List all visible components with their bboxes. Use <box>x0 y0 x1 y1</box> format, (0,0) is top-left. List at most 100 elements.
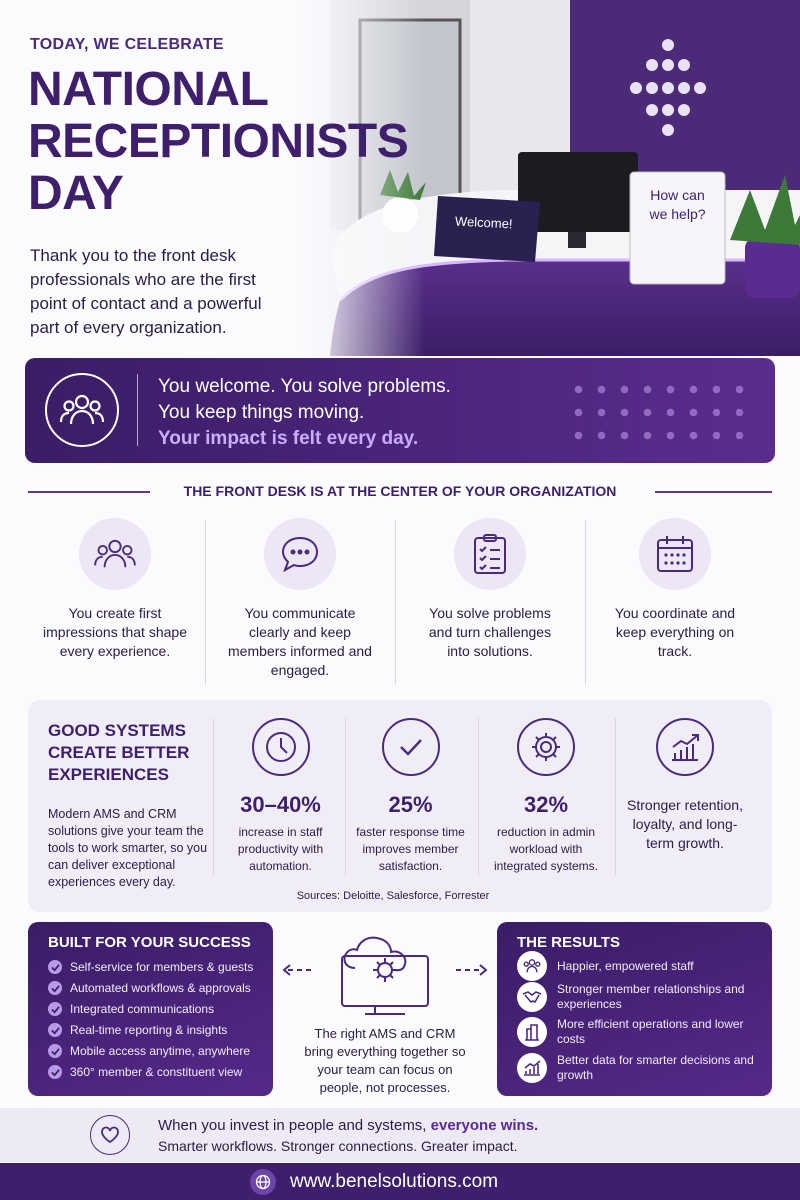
banner-highlight: Your impact is felt every day. <box>158 428 419 449</box>
divider <box>205 520 206 685</box>
divider <box>345 718 346 876</box>
growth-icon <box>656 718 714 776</box>
box-heading: THE RESULTS <box>517 934 621 951</box>
check-icon <box>381 718 440 776</box>
check <box>48 981 62 995</box>
footer-line: When you invest in people and systems, e… <box>158 1117 538 1134</box>
check <box>48 1044 62 1058</box>
list-text: Mobile access anytime, anywhere <box>70 1044 251 1058</box>
footer-highlight: everyone wins. <box>430 1117 539 1134</box>
cloud-monitor-icon <box>282 936 488 1015</box>
divider <box>585 520 586 685</box>
results-box: THE RESULTS Happier, empowered staff Str… <box>497 922 772 1096</box>
check <box>48 1002 62 1016</box>
role-item: You communicate clearly and keep members… <box>205 518 395 680</box>
result-text: Better data for smarter decisions and gr… <box>557 1053 754 1082</box>
middle-text: The right AMS and CRM bring everything t… <box>304 1026 466 1095</box>
list-text: 360° member & constituent view <box>70 1065 243 1079</box>
check <box>48 1065 62 1079</box>
rule <box>655 491 772 493</box>
stat: 32% reduction in admin workload with int… <box>481 718 611 875</box>
role-text: You communicate clearly and keep members… <box>228 605 372 678</box>
role-text: You solve problems and turn challenges i… <box>428 605 552 659</box>
result-item: Happier, empowered staff <box>517 951 762 981</box>
success-box: BUILT FOR YOUR SUCCESS Self-service for … <box>28 922 273 1096</box>
list-item: 360° member & constituent view <box>48 1065 242 1079</box>
list-text: Automated workflows & approvals <box>70 981 251 995</box>
divider <box>395 520 396 685</box>
result-text: More efficient operations and lower cost… <box>557 1017 744 1046</box>
check <box>48 1023 62 1037</box>
stat-label: reduction in admin workload with integra… <box>493 825 599 873</box>
stat-value: 32% <box>523 792 569 817</box>
result-item: More efficient operations and lower cost… <box>517 1017 762 1047</box>
welcome-sign: Welcome! <box>454 213 513 232</box>
clock-icon <box>251 718 310 776</box>
systems-panel: GOOD SYSTEMS CREATE BETTER EXPERIENCES M… <box>28 700 772 912</box>
hero-illustration <box>300 0 800 356</box>
check <box>48 960 62 974</box>
gear-icon <box>517 718 575 776</box>
building-icon <box>517 1017 547 1047</box>
divider <box>478 718 479 876</box>
section-heading: THE FRONT DESK IS AT THE CENTER OF YOUR … <box>183 483 617 499</box>
role-text: You coordinate and keep everything on tr… <box>614 605 736 659</box>
help-sign: How can we help? <box>649 187 706 222</box>
banner-line: You keep things moving. <box>158 402 365 423</box>
systems-text: Modern AMS and CRM solutions give your t… <box>48 807 208 889</box>
stat-label: increase in staff productivity with auto… <box>237 825 324 873</box>
result-item: Stronger member relationships and experi… <box>517 982 762 1012</box>
dot-pattern <box>567 378 757 442</box>
divider <box>213 718 214 876</box>
result-item: Better data for smarter decisions and gr… <box>517 1053 762 1083</box>
stat-value: 25% <box>388 792 433 817</box>
stat-value: 30–40% <box>240 792 321 817</box>
list-item: Integrated communications <box>48 1002 214 1016</box>
list-item: Self-service for members & guests <box>48 960 253 974</box>
stat: 30–40% increase in staff productivity wi… <box>218 718 343 875</box>
globe-icon <box>250 1169 276 1195</box>
sources: Sources: Deloitte, Salesforce, Forrester <box>296 890 490 902</box>
footer-strip: When you invest in people and systems, e… <box>0 1108 800 1162</box>
list-item: Real-time reporting & insights <box>48 1023 227 1037</box>
list-text: Integrated communications <box>70 1002 215 1016</box>
closing: Stronger retention, loyalty, and long-te… <box>620 718 750 853</box>
list-text: Real-time reporting & insights <box>70 1023 228 1037</box>
footer-text: When you invest in people and systems, <box>158 1117 427 1134</box>
people-icon <box>45 373 119 447</box>
list-text: Self-service for members & guests <box>70 960 254 974</box>
stat-label: faster response time improves member sat… <box>356 825 465 873</box>
banner-line: You welcome. You solve problems. <box>158 376 451 397</box>
heart-icon <box>90 1115 130 1155</box>
kicker: TODAY, WE CELEBRATE <box>30 36 224 53</box>
icon <box>639 518 711 590</box>
title: NATIONAL RECEPTIONISTS DAY <box>28 63 409 220</box>
role-item: You coordinate and keep everything on tr… <box>580 518 770 661</box>
role-text: You create first impressions that shape … <box>43 605 187 659</box>
divider <box>137 374 138 446</box>
icon <box>454 518 526 590</box>
systems-heading: GOOD SYSTEMS CREATE BETTER EXPERIENCES <box>48 721 190 784</box>
role-item: You solve problems and turn challenges i… <box>395 518 585 661</box>
handshake-icon <box>517 982 547 1012</box>
banner: You welcome. You solve problems. You kee… <box>25 358 775 463</box>
stat: 25% faster response time improves member… <box>348 718 473 875</box>
result-text: Stronger member relationships and experi… <box>557 982 745 1011</box>
rule <box>28 491 150 493</box>
footer-bar: www.benelsolutions.com <box>0 1163 800 1200</box>
result-text: Happier, empowered staff <box>557 958 694 973</box>
divider <box>615 718 616 876</box>
role-item: You create first impressions that shape … <box>20 518 210 661</box>
closing-text: Stronger retention, loyalty, and long-te… <box>627 797 743 851</box>
chart-icon <box>517 1053 547 1083</box>
box-heading: BUILT FOR YOUR SUCCESS <box>48 934 251 951</box>
icon <box>79 518 151 590</box>
people-icon <box>517 951 547 981</box>
footer-tagline: Smarter workflows. Stronger connections.… <box>158 1138 518 1154</box>
list-item: Mobile access anytime, anywhere <box>48 1044 250 1058</box>
website-link[interactable]: www.benelsolutions.com <box>290 1171 499 1192</box>
icon <box>264 518 336 590</box>
intro: Thank you to the front desk professional… <box>30 246 262 337</box>
list-item: Automated workflows & approvals <box>48 981 251 995</box>
